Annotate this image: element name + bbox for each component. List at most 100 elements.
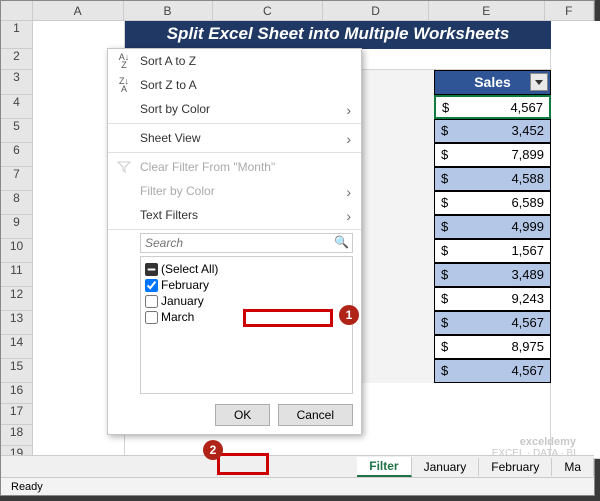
row-header[interactable]: 14 [1,335,33,359]
sales-cell[interactable]: $4,567 [434,311,551,335]
sort-az-icon: A↓Z [116,53,132,69]
row-header[interactable]: 2 [1,49,33,70]
highlight-box [217,453,269,475]
sales-cell[interactable]: $3,489 [434,263,551,287]
amount: 6,589 [511,192,544,214]
sheet-tab[interactable]: January [412,458,480,476]
currency: $ [441,168,448,190]
menu-label: Sort Z to A [140,78,197,92]
row-header[interactable]: 9 [1,215,33,239]
col-header-A[interactable]: A [33,1,124,21]
row-header[interactable]: 13 [1,311,33,335]
row-header[interactable]: 6 [1,143,33,167]
sheet-tab[interactable]: Filter [357,457,411,477]
sheet-tab[interactable]: February [479,458,552,476]
sort-by-color-item[interactable]: Sort by Color [108,97,361,121]
search-input[interactable] [140,233,353,253]
sales-cell[interactable]: $4,999 [434,215,551,239]
status-bar: Ready [1,477,594,495]
option-label: January [161,294,204,308]
sheet-view-item[interactable]: Sheet View [108,126,361,150]
row-header[interactable]: 16 [1,383,33,404]
filter-option-select-all[interactable]: (Select All) [145,261,348,277]
checkbox[interactable] [145,295,158,308]
filter-dropdown-icon[interactable] [530,73,548,91]
cancel-button[interactable]: Cancel [278,404,353,426]
filter-context-menu: A↓Z Sort A to Z Z↓A Sort Z to A Sort by … [107,48,362,435]
checkbox[interactable] [145,311,158,324]
amount: 4,567 [510,97,543,117]
row-header[interactable]: 1 [1,21,33,49]
option-label: (Select All) [161,262,218,276]
row-header[interactable]: 5 [1,119,33,143]
checkbox[interactable] [145,279,158,292]
row-header[interactable]: 8 [1,191,33,215]
sales-cell[interactable]: $6,589 [434,191,551,215]
sales-cell[interactable]: $1,567 [434,239,551,263]
amount: 4,567 [511,312,544,334]
row-header[interactable]: 11 [1,263,33,287]
currency: $ [441,312,448,334]
col-header-E[interactable]: E [429,1,545,21]
row-header[interactable]: 17 [1,404,33,425]
menu-label: Sort A to Z [140,54,196,68]
option-label: March [161,310,194,324]
column-header-sales2[interactable]: Sales [434,70,551,95]
clear-filter-item: Clear Filter From "Month" [108,155,361,179]
row-header[interactable]: 15 [1,359,33,383]
col-header-F[interactable]: F [545,1,594,21]
separator [108,229,361,230]
sales-cell[interactable]: $4,567 [434,95,551,119]
checkbox[interactable] [145,263,158,276]
filter-search: 🔍 [140,233,353,253]
amount: 7,899 [511,144,544,166]
currency: $ [441,336,448,358]
amount: 3,489 [511,264,544,286]
sales-cell[interactable]: $4,588 [434,167,551,191]
callout-1: 1 [339,305,359,325]
amount: 4,588 [511,168,544,190]
select-all-corner[interactable] [1,1,33,21]
currency: $ [441,360,448,382]
col-header-D[interactable]: D [323,1,429,21]
sales-cell[interactable]: $7,899 [434,143,551,167]
cell[interactable] [551,21,600,459]
sort-za-icon: Z↓A [116,77,132,93]
sales-cell[interactable]: $3,452 [434,119,551,143]
col-header-C[interactable]: C [213,1,324,21]
amount: 4,999 [511,216,544,238]
sales-cell[interactable]: $8,975 [434,335,551,359]
callout-2: 2 [203,440,223,460]
currency: $ [441,288,448,310]
col-header-B[interactable]: B [124,1,213,21]
clear-filter-icon [116,159,132,175]
sort-az-item[interactable]: A↓Z Sort A to Z [108,49,361,73]
sort-za-item[interactable]: Z↓A Sort Z to A [108,73,361,97]
ok-button[interactable]: OK [215,404,270,426]
column-headers: A B C D E F [1,1,594,21]
sheet-tab[interactable]: Ma [552,458,594,476]
option-label: February [161,278,209,292]
amount: 8,975 [511,336,544,358]
sales-cell[interactable]: $4,567 [434,359,551,383]
currency: $ [441,120,448,142]
menu-label: Sort by Color [140,102,210,116]
currency: $ [441,240,448,262]
filter-by-color-item: Filter by Color [108,179,361,203]
sales-cell[interactable]: $9,243 [434,287,551,311]
row-header[interactable]: 3 [1,70,33,95]
filter-option[interactable]: February [145,277,348,293]
header-label: Sales [474,74,511,90]
text-filters-item[interactable]: Text Filters [108,203,361,227]
row-header[interactable]: 4 [1,95,33,119]
sheet-tabs: Filter January February Ma [1,455,594,477]
row-header[interactable]: 7 [1,167,33,191]
button-row: OK Cancel [108,396,361,434]
menu-label: Filter by Color [140,184,215,198]
currency: $ [441,264,448,286]
row-header[interactable]: 18 [1,425,33,446]
menu-label: Text Filters [140,208,198,222]
row-header[interactable]: 12 [1,287,33,311]
filter-option[interactable]: January [145,293,348,309]
row-header[interactable]: 10 [1,239,33,263]
